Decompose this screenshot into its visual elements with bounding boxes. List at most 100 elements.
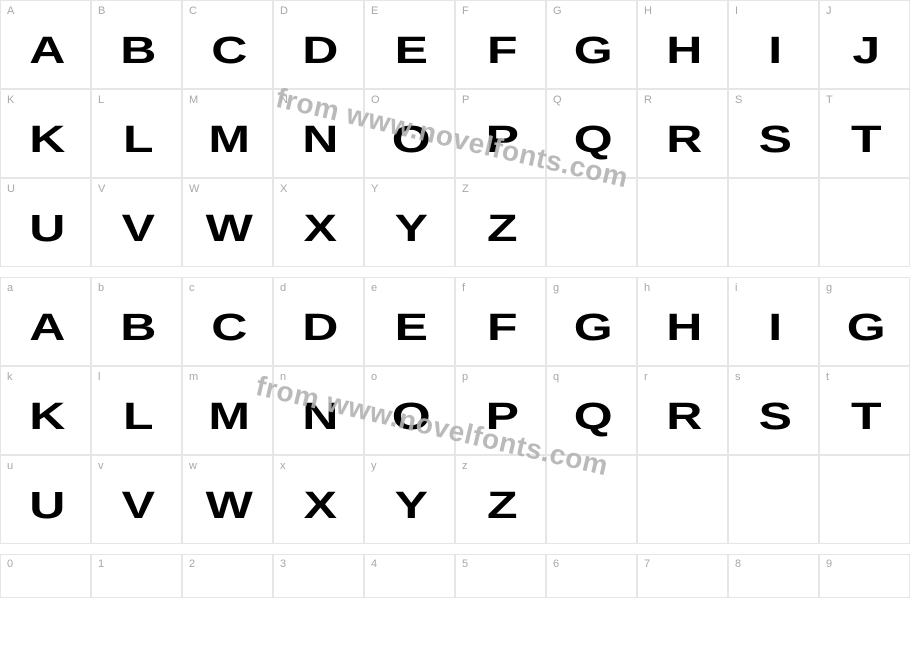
glyph-cell: SS <box>728 89 819 178</box>
glyph-display: Y <box>397 484 422 529</box>
cell-label: 5 <box>462 558 468 570</box>
cell-label: T <box>826 94 833 106</box>
glyph-cell: eE <box>364 277 455 366</box>
cell-label: l <box>98 371 100 383</box>
glyph-row: AABBCCDDEEFFGGHHIIJJ <box>0 0 911 89</box>
glyph-cell: xX <box>273 455 364 544</box>
cell-label: 3 <box>280 558 286 570</box>
glyph-cell: wW <box>182 455 273 544</box>
glyph-display: Z <box>489 207 511 252</box>
glyph-cell <box>728 178 819 267</box>
cell-label: L <box>98 94 104 106</box>
cell-label: k <box>7 371 13 383</box>
glyph-display: I <box>769 29 778 74</box>
glyph-display: J <box>854 29 874 74</box>
glyph-cell: 9 <box>819 554 910 598</box>
glyph-cell: GG <box>546 0 637 89</box>
cell-label: e <box>371 282 377 294</box>
cell-label: Y <box>371 183 378 195</box>
glyph-cell: YY <box>364 178 455 267</box>
cell-label: z <box>462 460 468 472</box>
glyph-cell: ZZ <box>455 178 546 267</box>
cell-label: u <box>7 460 13 472</box>
glyph-cell: 5 <box>455 554 546 598</box>
glyph-cell: EE <box>364 0 455 89</box>
glyph-display: W <box>210 484 246 529</box>
glyph-display: M <box>212 118 243 163</box>
cell-label: q <box>553 371 559 383</box>
cell-label: p <box>462 371 468 383</box>
glyph-cell: 6 <box>546 554 637 598</box>
cell-label: 0 <box>7 558 13 570</box>
glyph-display: Q <box>577 395 606 440</box>
cell-label: 7 <box>644 558 650 570</box>
cell-label: 4 <box>371 558 377 570</box>
glyph-display: R <box>669 118 696 163</box>
glyph-cell: 3 <box>273 554 364 598</box>
glyph-cell: QQ <box>546 89 637 178</box>
cell-label: x <box>280 460 286 472</box>
cell-label: w <box>189 460 197 472</box>
glyph-row: aAbBcCdDeEfFgGhHiIgG <box>0 277 911 366</box>
cell-label: J <box>826 5 832 17</box>
glyph-cell: KK <box>0 89 91 178</box>
cell-label: N <box>280 94 288 106</box>
cell-label: U <box>7 183 15 195</box>
cell-label: d <box>280 282 286 294</box>
glyph-display: C <box>214 306 241 351</box>
glyph-display: H <box>669 29 696 74</box>
glyph-display: Y <box>397 207 422 252</box>
glyph-display: U <box>32 207 59 252</box>
glyph-cell: pP <box>455 366 546 455</box>
cell-label: f <box>462 282 465 294</box>
glyph-display: K <box>32 118 59 163</box>
glyph-display: G <box>850 306 879 351</box>
glyph-display: A <box>32 306 59 351</box>
glyph-display: F <box>489 306 511 351</box>
glyph-display: I <box>769 306 778 351</box>
glyph-display: E <box>397 306 422 351</box>
glyph-display: D <box>305 306 332 351</box>
glyph-cell: nN <box>273 366 364 455</box>
glyph-cell: 0 <box>0 554 91 598</box>
glyph-cell: gG <box>546 277 637 366</box>
glyph-row: KKLLMMNNOOPPQQRRSSTT <box>0 89 911 178</box>
glyph-cell: UU <box>0 178 91 267</box>
glyph-cell: 1 <box>91 554 182 598</box>
cell-label: c <box>189 282 195 294</box>
glyph-cell: zZ <box>455 455 546 544</box>
glyph-cell: kK <box>0 366 91 455</box>
cell-label: i <box>735 282 737 294</box>
glyph-cell: tT <box>819 366 910 455</box>
glyph-cell: iI <box>728 277 819 366</box>
glyph-cell: gG <box>819 277 910 366</box>
glyph-cell: LL <box>91 89 182 178</box>
section-spacer <box>0 544 911 554</box>
glyph-cell: rR <box>637 366 728 455</box>
cell-label: C <box>189 5 197 17</box>
glyph-display: G <box>577 306 606 351</box>
glyph-cell: 7 <box>637 554 728 598</box>
glyph-row: UUVVWWXXYYZZ <box>0 178 911 267</box>
lowercase-grid: aAbBcCdDeEfFgGhHiIgGkKlLmMnNoOpPqQrRsStT… <box>0 277 911 544</box>
cell-label: t <box>826 371 829 383</box>
glyph-cell: oO <box>364 366 455 455</box>
glyph-display: P <box>488 118 513 163</box>
glyph-cell: XX <box>273 178 364 267</box>
numbers-grid: 0123456789 <box>0 554 911 598</box>
glyph-cell: 8 <box>728 554 819 598</box>
glyph-cell: AA <box>0 0 91 89</box>
glyph-cell: WW <box>182 178 273 267</box>
glyph-display: N <box>305 118 332 163</box>
glyph-display: U <box>32 484 59 529</box>
cell-label: y <box>371 460 377 472</box>
glyph-cell: lL <box>91 366 182 455</box>
cell-label: v <box>98 460 104 472</box>
cell-label: s <box>735 371 741 383</box>
glyph-display: Q <box>577 118 606 163</box>
glyph-cell: CC <box>182 0 273 89</box>
glyph-display: C <box>214 29 241 74</box>
glyph-display: E <box>397 29 422 74</box>
glyph-cell: fF <box>455 277 546 366</box>
cell-label: b <box>98 282 104 294</box>
